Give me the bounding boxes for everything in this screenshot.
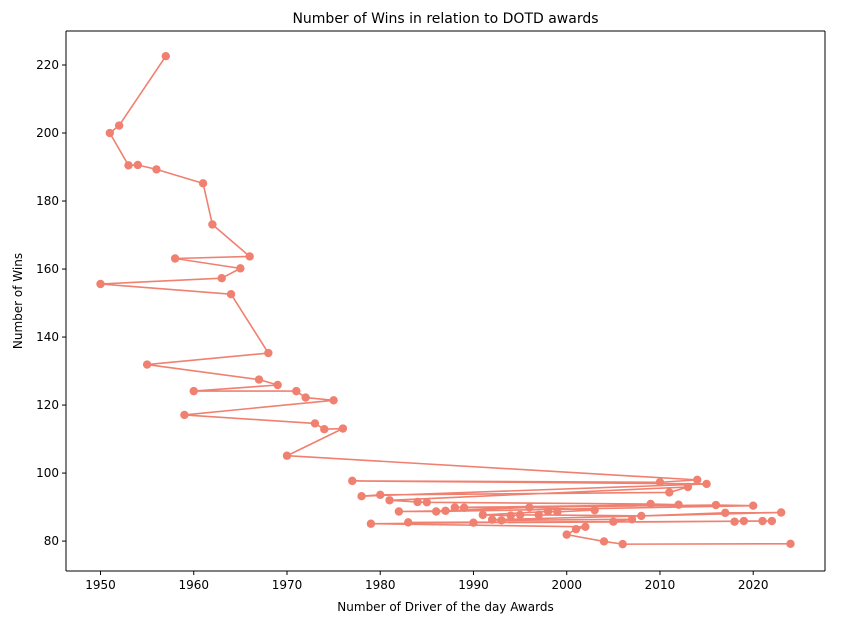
data-point bbox=[236, 264, 245, 273]
data-point bbox=[515, 510, 525, 520]
data-point bbox=[571, 524, 581, 534]
data-point bbox=[142, 360, 152, 369]
data-point bbox=[376, 490, 385, 500]
data-point bbox=[208, 220, 217, 229]
data-point bbox=[329, 396, 338, 405]
data-point bbox=[431, 507, 441, 516]
data-point bbox=[320, 424, 329, 434]
x-tick-label: 2000 bbox=[551, 578, 582, 592]
data-point bbox=[404, 518, 413, 527]
data-point bbox=[441, 506, 450, 516]
data-point bbox=[413, 497, 422, 507]
data-point bbox=[497, 516, 506, 525]
x-tick-label: 2020 bbox=[738, 578, 769, 592]
data-point bbox=[767, 516, 777, 526]
data-point bbox=[133, 160, 142, 170]
data-point bbox=[739, 516, 749, 526]
data-point bbox=[618, 539, 627, 549]
data-point bbox=[394, 507, 404, 516]
data-point bbox=[170, 254, 180, 263]
data-point bbox=[226, 289, 236, 299]
data-point bbox=[152, 165, 161, 174]
data-point bbox=[385, 496, 394, 505]
data-point bbox=[487, 515, 497, 524]
data-point bbox=[562, 530, 571, 539]
data-point bbox=[273, 380, 282, 390]
x-axis-label: Number of Driver of the day Awards bbox=[337, 600, 553, 614]
y-tick-label: 80 bbox=[44, 534, 59, 548]
data-point bbox=[105, 128, 115, 138]
y-tick-label: 120 bbox=[36, 398, 59, 412]
data-point bbox=[459, 503, 469, 512]
x-tick-label: 1980 bbox=[365, 578, 396, 592]
x-tick-label: 1990 bbox=[458, 578, 489, 592]
data-point bbox=[711, 500, 721, 510]
data-point bbox=[693, 475, 702, 485]
data-point bbox=[683, 482, 693, 492]
plot-background bbox=[66, 31, 825, 571]
data-point bbox=[758, 516, 767, 526]
chart-title: Number of Wins in relation to DOTD award… bbox=[292, 11, 598, 27]
data-point bbox=[114, 121, 124, 130]
data-point bbox=[422, 498, 432, 507]
x-tick-label: 1970 bbox=[272, 578, 303, 592]
x-tick-label: 1960 bbox=[178, 578, 209, 592]
data-point bbox=[450, 503, 460, 512]
data-point bbox=[198, 179, 208, 188]
data-point bbox=[180, 410, 189, 420]
data-point bbox=[338, 424, 348, 433]
data-point bbox=[581, 522, 590, 531]
data-point bbox=[282, 451, 292, 460]
data-point bbox=[599, 537, 609, 546]
data-point bbox=[124, 161, 133, 170]
y-axis-label: Number of Wins bbox=[11, 253, 25, 349]
data-point bbox=[366, 519, 376, 528]
data-point bbox=[674, 500, 683, 509]
y-tick-label: 180 bbox=[36, 194, 59, 208]
data-point bbox=[786, 539, 795, 548]
x-tick-label: 2010 bbox=[645, 578, 676, 592]
data-point bbox=[264, 348, 273, 358]
data-point bbox=[161, 51, 170, 61]
data-point bbox=[609, 517, 618, 526]
y-tick-label: 200 bbox=[36, 126, 59, 140]
data-point bbox=[245, 252, 254, 261]
y-tick-label: 100 bbox=[36, 466, 59, 480]
data-point bbox=[730, 517, 739, 526]
y-tick-label: 160 bbox=[36, 262, 59, 276]
y-tick-label: 220 bbox=[36, 58, 59, 72]
data-point bbox=[627, 515, 637, 524]
data-point bbox=[301, 393, 310, 402]
data-point bbox=[292, 386, 301, 396]
data-point bbox=[749, 501, 758, 510]
data-point bbox=[655, 478, 665, 487]
data-point bbox=[646, 499, 655, 509]
data-point bbox=[96, 279, 105, 289]
data-point bbox=[254, 375, 264, 384]
data-point bbox=[637, 511, 646, 521]
data-point bbox=[348, 476, 357, 486]
data-point bbox=[189, 386, 198, 396]
data-point bbox=[721, 508, 730, 518]
data-point bbox=[776, 508, 786, 517]
data-point bbox=[469, 518, 478, 527]
data-point bbox=[534, 510, 543, 520]
data-point bbox=[543, 507, 553, 516]
y-tick-label: 140 bbox=[36, 330, 59, 344]
data-point bbox=[217, 274, 226, 283]
data-point bbox=[553, 507, 562, 517]
data-point bbox=[590, 505, 599, 515]
x-tick-label: 1950 bbox=[85, 578, 116, 592]
data-point bbox=[478, 510, 487, 520]
data-point bbox=[506, 511, 515, 520]
data-point bbox=[702, 479, 711, 489]
data-point bbox=[525, 503, 534, 512]
data-point bbox=[357, 491, 366, 501]
data-point bbox=[310, 419, 320, 428]
data-point bbox=[665, 488, 674, 497]
